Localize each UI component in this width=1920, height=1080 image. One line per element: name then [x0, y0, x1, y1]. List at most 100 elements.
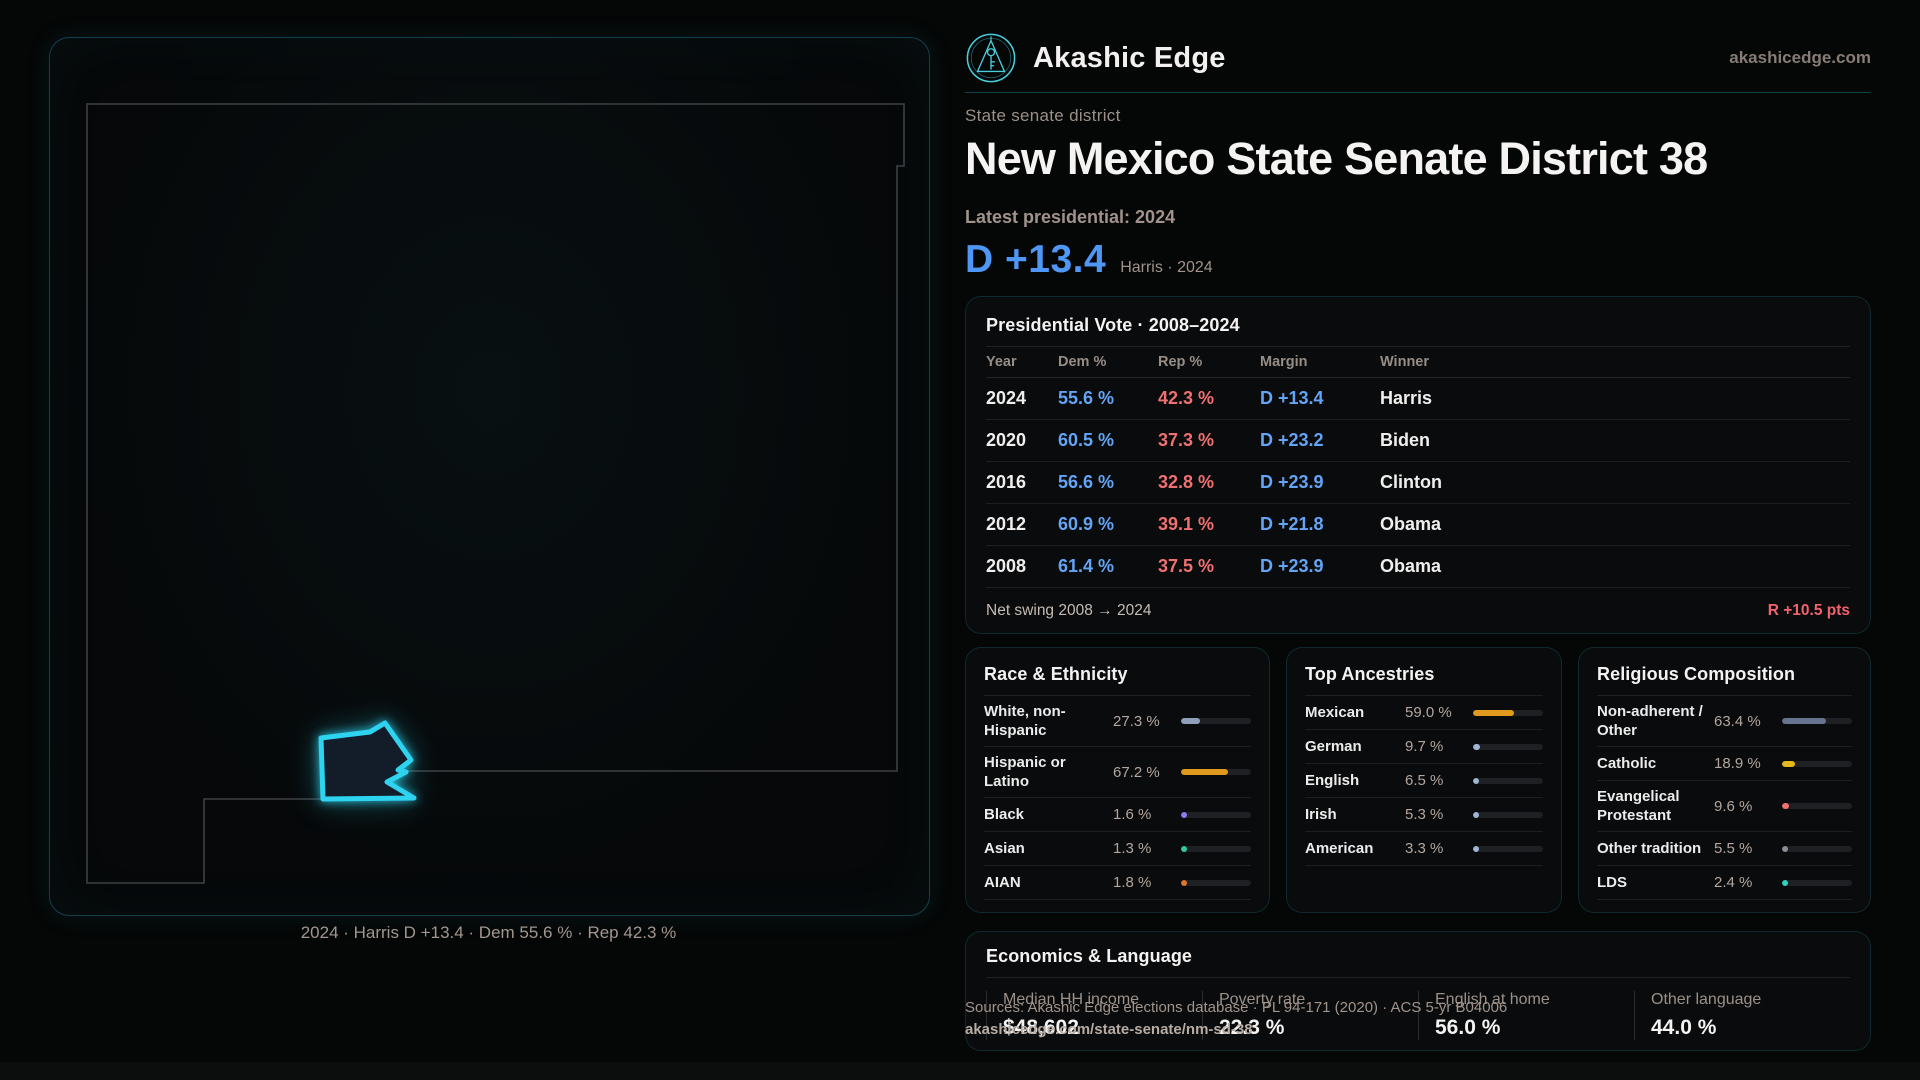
page-title: New Mexico State Senate District 38 — [965, 133, 1708, 184]
stat-value: 67.2 % — [1113, 763, 1160, 781]
stat-value: 1.3 % — [1113, 840, 1152, 857]
list-item: Asian 1.3 % — [984, 832, 1251, 866]
net-swing-row: Net swing 2008 → 2024 R +10.5 pts — [986, 588, 1850, 633]
bottom-edge-strip — [0, 1062, 1920, 1080]
stat-label: Other tradition — [1597, 840, 1702, 857]
stat-value: 3.3 % — [1405, 840, 1444, 857]
bar-fill — [1473, 845, 1479, 852]
table-row: 2020 60.5 % 37.3 % D +23.2 Biden — [986, 420, 1850, 462]
bar-fill — [1181, 718, 1201, 724]
app-header: Akashic Edge akashicedge.com — [965, 30, 1871, 86]
col-header-margin: Margin — [1260, 354, 1308, 370]
card-title: Religious Composition — [1597, 664, 1796, 684]
stat-value: $48,602 — [1003, 1016, 1079, 1039]
bar-fill — [1782, 845, 1788, 852]
list-item: American 3.3 % — [1305, 832, 1543, 866]
bar-fill — [1473, 743, 1480, 750]
bar-track — [1181, 845, 1251, 852]
stat-value: 63.4 % — [1714, 712, 1761, 730]
stat-value: 1.6 % — [1113, 806, 1152, 823]
stat-value: 22.3 % — [1219, 1016, 1285, 1039]
cell-margin: D +21.8 — [1260, 514, 1324, 534]
list-item: Hispanic or Latino 67.2 % — [984, 747, 1251, 798]
new-mexico-map — [86, 103, 905, 884]
stat-label: AIAN — [984, 874, 1021, 891]
bar-track — [1473, 777, 1543, 784]
list-item: Mexican 59.0 % — [1305, 696, 1543, 730]
list-item: Black 1.6 % — [984, 798, 1251, 832]
bar-fill — [1181, 879, 1187, 886]
card-title: Economics & Language — [986, 946, 1193, 966]
latest-presidential-label: Latest presidential: 2024 — [965, 207, 1176, 227]
divider — [986, 346, 1850, 347]
cell-dem-pct: 60.5 % — [1058, 430, 1115, 450]
stat-label: Non-adherent / Other — [1597, 703, 1703, 739]
header-divider — [965, 92, 1871, 93]
bar-fill — [1181, 811, 1187, 818]
highlighted-district-shape[interactable] — [318, 720, 417, 802]
stat-label: Evangelical Protestant — [1597, 788, 1680, 824]
stat-value: 9.7 % — [1405, 738, 1444, 755]
cell-year: 2008 — [986, 556, 1027, 576]
stat-label: English — [1305, 772, 1360, 789]
bar-track — [1181, 769, 1251, 775]
list-item: Non-adherent / Other 63.4 % — [1597, 696, 1852, 747]
brand-name: Akashic Edge — [1033, 41, 1226, 74]
bar-fill — [1782, 718, 1827, 724]
cell-year: 2020 — [986, 430, 1027, 450]
cell-dem-pct: 55.6 % — [1058, 388, 1115, 408]
cell-dem-pct: 60.9 % — [1058, 514, 1115, 534]
stat-label: Mexican — [1305, 704, 1365, 721]
stat-value: 5.3 % — [1405, 806, 1444, 823]
cell-winner: Harris — [1380, 388, 1433, 408]
stat-value: 44.0 % — [1651, 1016, 1717, 1039]
list-item: English 6.5 % — [1305, 764, 1543, 798]
table-row: 2024 55.6 % 42.3 % D +13.4 Harris — [986, 378, 1850, 420]
cell-rep-pct: 39.1 % — [1158, 514, 1215, 534]
cell-margin: D +23.2 — [1260, 430, 1324, 450]
cell-year: 2012 — [986, 514, 1027, 534]
bar-track — [1782, 879, 1852, 886]
permalink[interactable]: akashicedge.com/state-senate/nm-sd-38 — [965, 1021, 1253, 1038]
headline-margin: D +13.4 Harris · 2024 — [965, 238, 1213, 282]
divider — [986, 977, 1850, 978]
bar-track — [1181, 811, 1251, 818]
akashic-edge-logo-icon — [966, 33, 1016, 83]
bar-track — [1473, 709, 1543, 716]
cell-rep-pct: 37.3 % — [1158, 430, 1215, 450]
list-item: LDS 2.4 % — [1597, 866, 1852, 900]
bar-track — [1473, 743, 1543, 750]
stat-label: Irish — [1305, 806, 1337, 823]
stat-value: 18.9 % — [1714, 755, 1761, 772]
presidential-vote-card: Presidential Vote · 2008–2024 Year Dem %… — [965, 296, 1871, 634]
stat-value: 2.4 % — [1714, 874, 1753, 891]
col-header-year: Year — [986, 354, 1017, 370]
bar-track — [1181, 879, 1251, 886]
stat-english-at-home: English at home 56.0 % — [1418, 991, 1634, 1040]
bar-track — [1473, 811, 1543, 818]
cell-margin: D +23.9 — [1260, 472, 1324, 492]
table-row: 2012 60.9 % 39.1 % D +21.8 Obama — [986, 504, 1850, 546]
cell-dem-pct: 56.6 % — [1058, 472, 1115, 492]
divider — [1305, 695, 1543, 696]
list-item: White, non-Hispanic 27.3 % — [984, 696, 1251, 747]
brand-domain-link[interactable]: akashicedge.com — [1729, 48, 1871, 67]
stat-label: Black — [984, 806, 1025, 823]
divider — [984, 695, 1251, 696]
list-item: German 9.7 % — [1305, 730, 1543, 764]
bar-fill — [1473, 709, 1515, 716]
net-swing-label: Net swing 2008 → 2024 — [986, 601, 1152, 619]
bar-fill — [1181, 845, 1187, 852]
map-caption: 2024 · Harris D +13.4 · Dem 55.6 % · Rep… — [300, 923, 677, 942]
cell-year: 2016 — [986, 472, 1027, 492]
district-type-kicker: State senate district — [965, 106, 1121, 125]
stat-label: LDS — [1597, 874, 1627, 891]
top-ancestries-card: Top Ancestries Mexican 59.0 % German 9.7… — [1286, 647, 1562, 913]
stat-label: Other language — [1651, 991, 1762, 1008]
stat-label: English at home — [1435, 991, 1550, 1008]
cell-rep-pct: 32.8 % — [1158, 472, 1215, 492]
economics-language-card: Economics & Language Median HH income $4… — [965, 931, 1871, 1051]
stat-value: 1.8 % — [1113, 874, 1152, 891]
col-header-rep: Rep % — [1158, 354, 1203, 370]
stat-label: Asian — [984, 840, 1025, 857]
